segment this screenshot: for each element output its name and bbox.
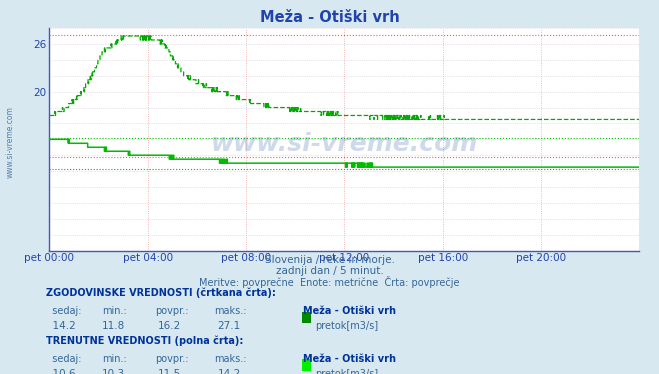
- Text: Slovenija / reke in morje.: Slovenija / reke in morje.: [264, 255, 395, 265]
- Text: TRENUTNE VREDNOSTI (polna črta):: TRENUTNE VREDNOSTI (polna črta):: [46, 336, 244, 346]
- Text: www.si-vreme.com: www.si-vreme.com: [5, 106, 14, 178]
- Text: maks.:: maks.:: [214, 306, 246, 316]
- Text: maks.:: maks.:: [214, 354, 246, 364]
- Text: 27.1: 27.1: [217, 321, 241, 331]
- Text: povpr.:: povpr.:: [155, 306, 188, 316]
- Text: 14.2: 14.2: [46, 321, 76, 331]
- Text: 10.3: 10.3: [102, 369, 125, 374]
- Text: Meža - Otiški vrh: Meža - Otiški vrh: [303, 354, 396, 364]
- Text: pretok[m3/s]: pretok[m3/s]: [315, 321, 378, 331]
- Text: 11.5: 11.5: [158, 369, 181, 374]
- Text: Meža - Otiški vrh: Meža - Otiški vrh: [260, 10, 399, 25]
- Text: 16.2: 16.2: [158, 321, 181, 331]
- Text: zadnji dan / 5 minut.: zadnji dan / 5 minut.: [275, 266, 384, 276]
- Text: min.:: min.:: [102, 354, 127, 364]
- Text: Meritve: povprečne  Enote: metrične  Črta: povprečje: Meritve: povprečne Enote: metrične Črta:…: [199, 276, 460, 288]
- Text: 10.6: 10.6: [46, 369, 76, 374]
- Text: min.:: min.:: [102, 306, 127, 316]
- Text: www.si-vreme.com: www.si-vreme.com: [211, 132, 478, 156]
- Text: sedaj:: sedaj:: [46, 306, 82, 316]
- Text: 11.8: 11.8: [102, 321, 125, 331]
- Text: pretok[m3/s]: pretok[m3/s]: [315, 369, 378, 374]
- Text: 14.2: 14.2: [217, 369, 241, 374]
- Text: Meža - Otiški vrh: Meža - Otiški vrh: [303, 306, 396, 316]
- Text: ZGODOVINSKE VREDNOSTI (črtkana črta):: ZGODOVINSKE VREDNOSTI (črtkana črta):: [46, 288, 276, 298]
- Text: sedaj:: sedaj:: [46, 354, 82, 364]
- Text: povpr.:: povpr.:: [155, 354, 188, 364]
